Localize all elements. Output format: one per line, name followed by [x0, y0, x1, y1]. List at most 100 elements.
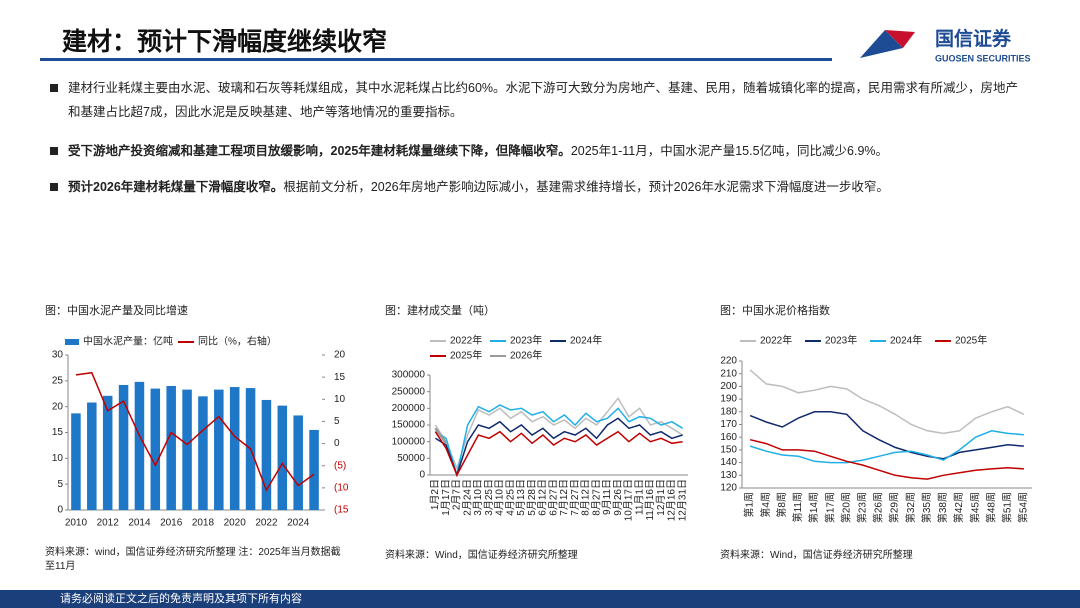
title-rule	[40, 58, 832, 61]
y-tick-label: 200000	[392, 403, 426, 414]
y-tick-label: 50000	[397, 453, 425, 464]
logo-cn: 国信证券	[935, 27, 1012, 50]
legend-label: 2023年	[510, 334, 542, 347]
x-tick-label: 第8周	[775, 492, 788, 518]
y-tick-label: 0	[419, 470, 425, 481]
footer: 请务必阅读正文之后的免责声明及其项下所有内容	[0, 590, 1080, 608]
legend-label: 2025年	[450, 349, 482, 362]
x-tick-label: 第11周	[791, 492, 804, 522]
bar	[214, 389, 224, 510]
y2-tick-label: (10)	[334, 482, 348, 493]
x-tick-label: 2022	[255, 518, 278, 529]
y-tick-label: 5	[57, 479, 63, 490]
chart-source: 资料来源：wind，国信证券经济研究所整理 注：2025年当月数据截至11月	[45, 547, 341, 572]
x-tick-label: 第54周	[1017, 492, 1030, 523]
line	[749, 438, 1024, 480]
x-tick-label: 2月7日	[451, 479, 463, 510]
y-tick-label: 130	[720, 470, 737, 481]
x-tick-label: 2020	[224, 518, 247, 529]
x-tick-label: 6月27日	[547, 479, 559, 516]
y-tick-label: 120	[720, 483, 737, 494]
x-tick-label: 5月28日	[526, 479, 538, 516]
y-tick-label: 150000	[392, 420, 426, 431]
y-tick-label: 15	[52, 427, 64, 438]
x-tick-label: 2018	[192, 518, 215, 529]
line	[435, 417, 683, 478]
y-tick-label: 190	[720, 394, 737, 405]
line	[434, 430, 683, 477]
x-tick-label: 第20周	[839, 492, 852, 523]
line	[434, 427, 448, 445]
chart-title: 图：中国水泥价格指数	[720, 305, 830, 317]
x-tick-label: 第42周	[952, 492, 965, 523]
x-tick-label: 3月10日	[472, 479, 484, 516]
y-tick-label: 0	[57, 505, 63, 516]
bar	[261, 399, 272, 510]
bar	[198, 396, 208, 510]
x-tick-label: 2月24日	[461, 479, 473, 516]
x-tick-label: 第23周	[855, 492, 868, 523]
x-tick-label: 2012	[97, 518, 120, 529]
x-tick-label: 1月2日	[429, 479, 441, 510]
legend-label: 中国水泥产量：亿吨	[83, 335, 173, 348]
x-tick-label: 12月31日	[676, 479, 688, 521]
legend-label: 2025年	[955, 334, 987, 347]
y2-tick-label: (5)	[334, 460, 346, 471]
chart-title: 图：中国水泥产量及同比增速	[45, 305, 188, 317]
page-title: 建材：预计下滑幅度继续收窄	[62, 28, 388, 56]
bullet-text: 建材行业耗煤主要由水泥、玻璃和石灰等耗煤组成，其中水泥耗煤占比约60%。水泥下游…	[68, 81, 1019, 119]
line	[435, 404, 683, 476]
y-tick-label: 210	[720, 368, 737, 379]
y-tick-label: 250000	[392, 386, 426, 397]
bar	[182, 389, 192, 510]
x-tick-label: 第26周	[872, 492, 885, 523]
x-tick-label: 5月13日	[515, 479, 527, 516]
bullet-text: 2025年1-11月，中国水泥产量15.5亿吨，同比减少6.9%。	[570, 144, 889, 158]
y-tick-label: 150	[720, 445, 737, 456]
x-tick-label: 10月17日	[623, 479, 635, 521]
logo: 国信证券 GUOSEN SECURITIES	[860, 27, 1031, 63]
logo-en: GUOSEN SECURITIES	[935, 53, 1031, 63]
legend-label: 2022年	[450, 334, 482, 347]
legend-label: 2024年	[570, 334, 602, 347]
x-tick-label: 8月27日	[590, 479, 602, 516]
y-tick-label: 170	[720, 419, 737, 430]
x-tick-label: 12月1日	[655, 479, 667, 516]
legend-swatch	[65, 339, 79, 345]
legend-label: 2024年	[890, 334, 922, 347]
y-tick-label: 180	[720, 406, 737, 417]
bullet: 建材行业耗煤主要由水泥、玻璃和石灰等耗煤组成，其中水泥耗煤占比约60%。水泥下游…	[50, 76, 1028, 124]
y2-tick-label: 10	[334, 394, 346, 405]
bar	[309, 429, 319, 510]
bar	[134, 381, 145, 510]
x-tick-label: 7月27日	[569, 479, 581, 516]
y-tick-label: 20	[52, 401, 64, 412]
y2-tick-label: 0	[334, 438, 340, 449]
legend-label: 2022年	[760, 334, 792, 347]
y-tick-label: 25	[52, 375, 64, 386]
x-tick-label: 第29周	[888, 492, 901, 523]
legend-label: 同比（%，右轴）	[198, 335, 277, 348]
x-tick-label: 7月12日	[558, 479, 570, 516]
line	[749, 430, 1024, 464]
x-tick-label: 第17周	[823, 492, 836, 523]
bar	[277, 405, 288, 510]
chart: 0 50000 100000 150000 200000 250000 300000 1月2日…	[392, 334, 689, 522]
x-tick-label: 4月10日	[494, 479, 506, 516]
x-tick-label: 第45周	[968, 492, 981, 523]
y-tick-label: 160	[720, 432, 737, 443]
y-tick-label: 220	[720, 356, 737, 367]
chart-title: 图：建材成交量（吨）	[385, 305, 495, 317]
y-tick-label: 200	[720, 381, 737, 392]
y-tick-label: 140	[720, 457, 737, 468]
x-tick-label: 2024	[287, 518, 310, 529]
y-tick-label: 10	[52, 453, 64, 464]
chart: 120130140150160170180190200210220第1周 第4周第…	[720, 334, 1032, 523]
bullet: 预计2026年建材耗煤量下滑幅度收窄。根据前文分析，2026年房地产影响边际减小…	[50, 175, 1028, 199]
x-tick-label: 1月17日	[440, 479, 452, 516]
x-tick-label: 第51周	[1000, 492, 1013, 523]
x-tick-label: 第4周	[759, 492, 772, 518]
y-tick-label: 100000	[392, 436, 426, 447]
x-tick-label: 9月26日	[612, 479, 624, 516]
line	[749, 369, 1025, 435]
